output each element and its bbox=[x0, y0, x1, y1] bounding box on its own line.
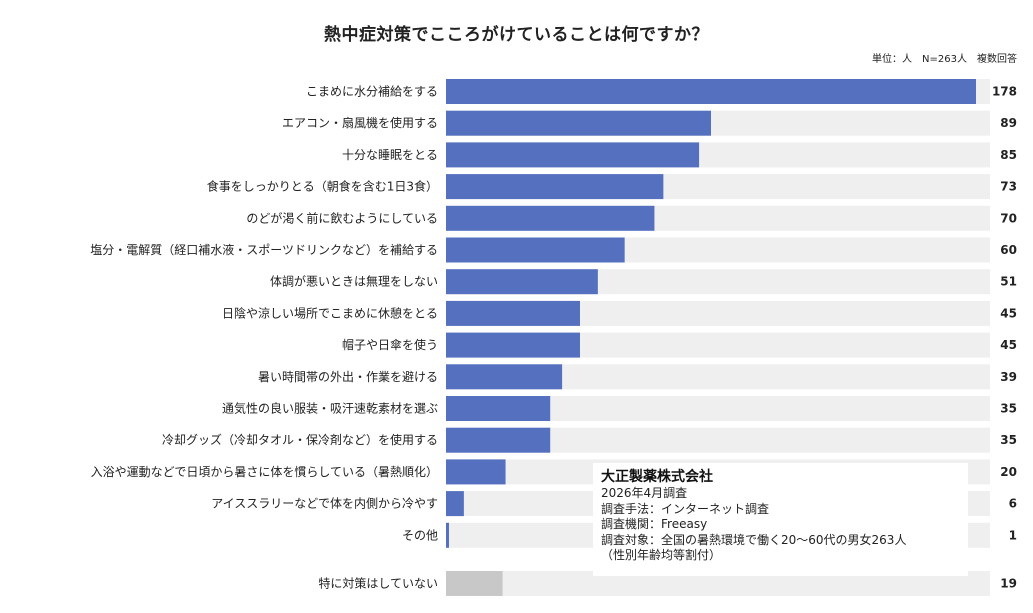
value-label: 6 bbox=[1009, 497, 1017, 511]
category-label: 十分な睡眠をとる bbox=[342, 148, 438, 162]
category-label: 食事をしっかりとる（朝食を含む1日3食） bbox=[207, 179, 438, 194]
value-label: 39 bbox=[1000, 370, 1017, 384]
value-label: 45 bbox=[1000, 338, 1017, 352]
category-label: こまめに水分補給をする bbox=[306, 85, 438, 99]
chart-title: 熱中症対策でこころがけていることは何ですか？ bbox=[324, 25, 709, 45]
survey-target: 調査対象：全国の暑熱環境で働く20～60代の男女263人 bbox=[601, 532, 907, 547]
category-label: 特に対策はしていない bbox=[318, 576, 438, 591]
value-label: 178 bbox=[992, 85, 1017, 99]
bar bbox=[446, 79, 976, 104]
survey-allocation: （性別年齢均等割付） bbox=[601, 548, 722, 562]
bar bbox=[446, 491, 464, 517]
bar bbox=[446, 459, 506, 485]
bar bbox=[446, 205, 655, 231]
survey-date: 2026年4月調査 bbox=[601, 486, 688, 500]
survey-method: 調査手法：インターネット調査 bbox=[601, 501, 770, 516]
bar bbox=[446, 522, 449, 548]
category-label: 日陰や涼しい場所でこまめに休憩をとる bbox=[222, 305, 438, 320]
value-label: 85 bbox=[1000, 148, 1017, 162]
category-label: エアコン・扇風機を使用する bbox=[282, 115, 438, 130]
unit-note: 単位：人 N=263人 複数回答 bbox=[872, 54, 1017, 65]
bar bbox=[446, 174, 664, 200]
bar bbox=[446, 332, 580, 358]
category-label: 通気性の良い服装・吸汗速乾素材を選ぶ bbox=[222, 401, 438, 416]
category-label: 帽子や日傘を使う bbox=[342, 337, 438, 352]
value-label: 45 bbox=[1000, 306, 1017, 320]
value-label: 89 bbox=[1000, 116, 1017, 130]
category-label: アイススラリーなどで体を内側から冷やす bbox=[211, 497, 438, 511]
category-label: 暑い時間帯の外出・作業を避ける bbox=[258, 370, 438, 384]
bar bbox=[446, 142, 700, 168]
bar bbox=[446, 571, 503, 596]
category-label: のどが渇く前に飲むようにしている bbox=[246, 210, 438, 225]
value-label: 35 bbox=[1000, 402, 1017, 416]
category-label: その他 bbox=[402, 528, 438, 542]
value-label: 51 bbox=[1000, 275, 1017, 289]
value-label: 70 bbox=[1000, 211, 1017, 225]
value-label: 35 bbox=[1000, 433, 1017, 447]
bar bbox=[446, 364, 563, 390]
company-name: 大正製薬株式会社 bbox=[601, 469, 713, 485]
bar bbox=[446, 427, 551, 453]
category-label: 体調が悪いときは無理をしない bbox=[270, 274, 438, 289]
value-label: 19 bbox=[1000, 577, 1017, 591]
value-label: 1 bbox=[1009, 528, 1017, 542]
bar bbox=[446, 396, 551, 421]
bar bbox=[446, 269, 598, 295]
value-label: 20 bbox=[1000, 465, 1017, 479]
value-label: 60 bbox=[1000, 243, 1017, 257]
bar bbox=[446, 300, 580, 326]
category-label: 塩分・電解質（経口補水液・スポーツドリンクなど）を補給する bbox=[90, 242, 438, 257]
bar bbox=[446, 110, 711, 136]
survey-info-box: 大正製薬株式会社 2026年4月調査 調査手法：インターネット調査 調査機関：F… bbox=[593, 463, 968, 576]
category-label: 入浴や運動などで日頃から暑さに体を慣らしている（暑熱順化） bbox=[91, 464, 438, 479]
value-label: 73 bbox=[1000, 180, 1017, 194]
survey-agency: 調査機関：Freeasy bbox=[601, 517, 708, 531]
category-label: 冷却グッズ（冷却タオル・保冷剤など）を使用する bbox=[162, 432, 438, 447]
bar bbox=[446, 237, 625, 263]
